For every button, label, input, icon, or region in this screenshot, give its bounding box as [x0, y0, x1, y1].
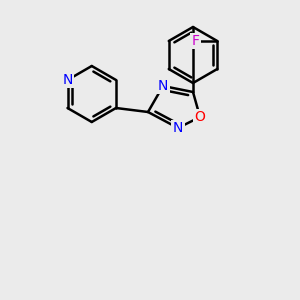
- Text: O: O: [195, 110, 206, 124]
- Text: N: N: [173, 121, 183, 135]
- Text: N: N: [62, 73, 73, 87]
- Text: N: N: [158, 79, 168, 93]
- Text: F: F: [191, 34, 199, 48]
